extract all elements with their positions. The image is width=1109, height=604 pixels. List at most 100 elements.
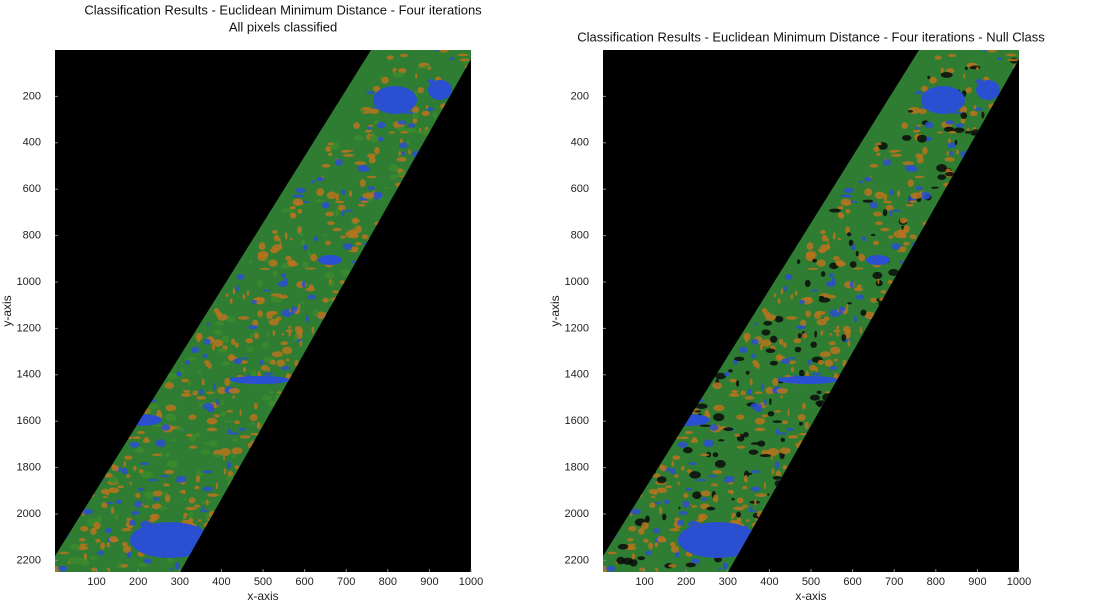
class-patch [761,414,768,418]
class-patch [1040,89,1050,97]
class-patch [910,192,923,199]
class-patch [266,330,270,338]
class-patch [1020,174,1029,181]
class-patch [804,421,809,430]
class-patch [114,513,119,521]
x-tick-label: 600 [295,576,313,588]
class-patch [754,391,763,395]
class-patch [533,64,543,66]
class-patch [1043,56,1046,63]
class-patch [736,379,740,387]
class-patch [1070,83,1081,86]
class-patch [731,490,734,495]
class-patch [890,209,893,218]
class-patch [158,506,168,511]
class-patch [731,389,737,393]
class-patch [829,208,842,213]
class-patch [284,256,292,261]
class-patch [945,171,955,177]
class-patch [194,485,200,490]
class-patch [196,395,207,400]
class-patch [354,161,367,166]
class-patch [495,101,500,108]
class-patch [842,310,848,315]
class-patch [459,58,471,62]
class-patch [1020,100,1026,102]
class-patch [855,294,865,300]
class-patch [268,390,274,395]
class-patch [860,309,867,316]
class-patch [350,232,359,239]
class-patch [662,513,667,521]
class-patch [230,432,240,435]
class-patch [262,341,269,348]
chart-title: Classification Results - Euclidean Minim… [577,29,1045,44]
class-patch [176,476,187,481]
class-patch [799,421,803,426]
class-patch [353,134,364,141]
class-patch [232,395,235,399]
class-patch [771,456,774,461]
y-axis-label: y-axis [0,295,14,326]
class-patch [649,502,656,509]
class-patch [816,259,826,267]
class-patch [908,200,917,204]
x-tick-label: 1000 [459,576,483,588]
class-patch [164,469,175,475]
class-patch [282,346,293,355]
class-patch [820,329,824,336]
class-patch [236,274,245,280]
class-patch [648,542,654,550]
y-tick-label: 1600 [17,415,41,427]
class-patch [760,383,764,391]
class-patch [234,465,239,470]
class-patch [144,491,154,499]
class-patch [316,176,324,182]
class-patch [953,127,965,133]
class-patch [840,198,852,206]
class-patch [969,65,981,70]
class-patch [497,50,499,58]
class-patch [759,343,763,351]
class-patch [832,232,836,240]
class-patch [412,112,420,120]
class-patch [644,550,652,556]
class-patch [829,366,838,371]
class-patch [211,343,215,351]
water-body [678,522,758,558]
class-patch [729,392,740,397]
class-patch [129,441,140,448]
y-tick-label: 2000 [565,508,589,520]
class-patch [754,427,766,432]
class-patch [289,205,296,210]
class-patch [434,50,440,52]
class-patch [137,488,145,491]
class-patch [126,474,131,478]
class-patch [376,121,386,129]
class-patch [921,85,929,92]
class-patch [653,492,658,496]
x-tick-label: 400 [212,576,230,588]
class-patch [1048,79,1059,85]
class-patch [672,455,681,460]
class-patch [734,433,741,437]
class-patch [809,394,820,401]
class-patch [764,398,767,407]
class-patch [131,436,141,440]
class-patch [425,107,435,111]
class-patch [891,209,902,212]
class-patch [875,221,883,226]
class-patch [807,267,819,270]
class-patch [231,447,243,455]
class-patch [285,329,293,333]
class-patch [830,346,841,355]
class-patch [259,267,271,270]
class-patch [858,180,864,184]
x-tick-label: 400 [760,576,778,588]
y-tick-label: 2200 [17,554,41,566]
class-patch [842,325,851,333]
class-patch [700,490,711,497]
class-patch [325,145,332,153]
class-patch [102,496,108,499]
class-patch [386,55,394,60]
